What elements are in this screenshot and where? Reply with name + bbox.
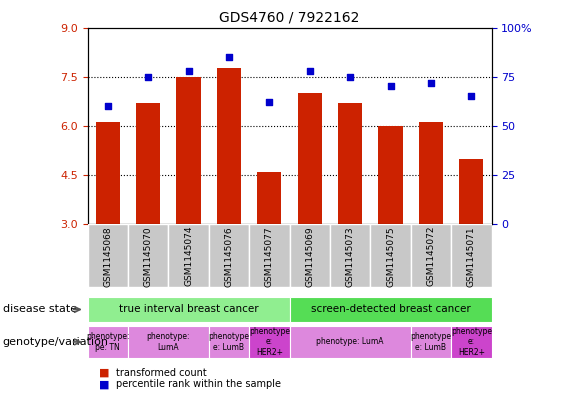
Text: ■: ■ <box>99 367 110 378</box>
Text: GSM1145072: GSM1145072 <box>427 226 436 286</box>
Text: ■: ■ <box>99 379 110 389</box>
Bar <box>371 224 411 287</box>
Bar <box>128 224 168 287</box>
Bar <box>209 224 249 287</box>
Text: disease state: disease state <box>3 305 77 314</box>
Point <box>103 103 112 109</box>
Bar <box>136 103 160 224</box>
Text: genotype/variation: genotype/variation <box>3 337 109 347</box>
Bar <box>249 224 289 287</box>
Bar <box>451 326 492 358</box>
Title: GDS4760 / 7922162: GDS4760 / 7922162 <box>219 11 360 25</box>
Bar <box>330 224 371 287</box>
Text: screen-detected breast cancer: screen-detected breast cancer <box>311 305 471 314</box>
Text: phenotype
e: LumB: phenotype e: LumB <box>410 332 451 352</box>
Bar <box>88 326 128 358</box>
Point <box>305 68 314 74</box>
Point <box>184 68 193 74</box>
Bar <box>249 326 289 358</box>
Point <box>265 99 274 105</box>
Text: GSM1145076: GSM1145076 <box>224 226 233 286</box>
Bar <box>298 93 322 224</box>
Text: phenotype
e:
HER2+: phenotype e: HER2+ <box>249 327 290 357</box>
Bar <box>209 326 249 358</box>
Text: GSM1145068: GSM1145068 <box>103 226 112 286</box>
Text: true interval breast cancer: true interval breast cancer <box>119 305 258 314</box>
Bar <box>290 297 492 322</box>
Point <box>346 73 355 80</box>
Point <box>144 73 153 80</box>
Bar <box>168 224 209 287</box>
Text: phenotype
e: LumB: phenotype e: LumB <box>208 332 250 352</box>
Bar <box>290 224 330 287</box>
Bar <box>95 123 120 224</box>
Text: GSM1145069: GSM1145069 <box>305 226 314 286</box>
Point <box>467 93 476 99</box>
Text: GSM1145074: GSM1145074 <box>184 226 193 286</box>
Text: phenotype:
pe: TN: phenotype: pe: TN <box>86 332 129 352</box>
Text: GSM1145075: GSM1145075 <box>386 226 395 286</box>
Text: GSM1145070: GSM1145070 <box>144 226 153 286</box>
Text: phenotype: LumA: phenotype: LumA <box>316 338 384 346</box>
Text: phenotype
e:
HER2+: phenotype e: HER2+ <box>451 327 492 357</box>
Point <box>386 83 395 90</box>
Bar <box>411 326 451 358</box>
Bar <box>290 326 411 358</box>
Bar <box>379 126 403 224</box>
Text: GSM1145077: GSM1145077 <box>265 226 274 286</box>
Point <box>224 54 233 60</box>
Bar <box>419 123 443 224</box>
Text: GSM1145073: GSM1145073 <box>346 226 355 286</box>
Bar <box>338 103 362 224</box>
Text: percentile rank within the sample: percentile rank within the sample <box>116 379 281 389</box>
Text: GSM1145071: GSM1145071 <box>467 226 476 286</box>
Bar <box>451 224 492 287</box>
Bar <box>176 77 201 224</box>
Bar <box>459 158 484 224</box>
Bar <box>257 172 281 224</box>
Bar <box>88 297 290 322</box>
Bar <box>128 326 209 358</box>
Bar <box>88 224 128 287</box>
Bar <box>411 224 451 287</box>
Text: phenotype:
LumA: phenotype: LumA <box>147 332 190 352</box>
Bar <box>217 68 241 224</box>
Text: transformed count: transformed count <box>116 367 207 378</box>
Point <box>427 79 436 86</box>
